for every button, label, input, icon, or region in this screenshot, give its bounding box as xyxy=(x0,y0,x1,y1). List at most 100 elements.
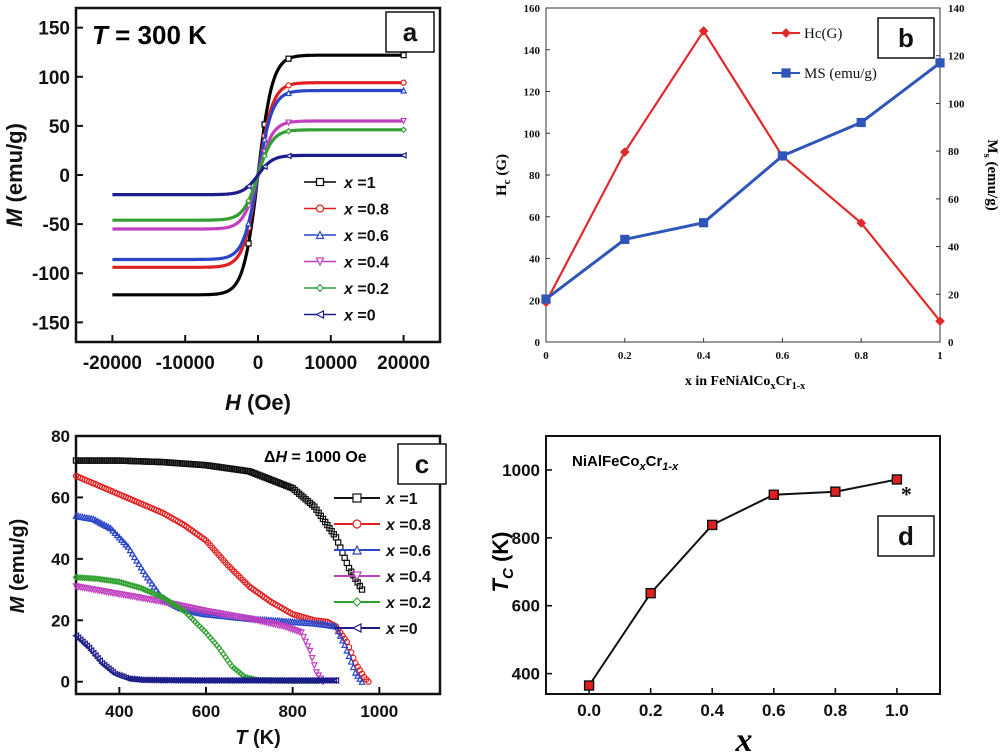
panel-c-legend-marker-0 xyxy=(352,493,362,503)
panel-b-legend-label-0: Hc(G) xyxy=(804,26,842,42)
panel-c-marker-2-4-1 xyxy=(143,573,152,581)
panel-b-point-1-4 xyxy=(856,117,866,128)
panel-c-marker-0-7-5 xyxy=(343,559,351,567)
panel-c-marker-2-14-0 xyxy=(341,640,349,649)
panel-c-legend-val-1: =0.8 xyxy=(395,517,431,534)
panel-c-xtick-label: 600 xyxy=(192,702,220,721)
panel-c-annotation: ΔH = 1000 Oe xyxy=(264,449,367,466)
panel-a-legend-val-0: =1 xyxy=(353,175,376,192)
panel-a-legend-label-3: x =0.4 xyxy=(343,255,389,272)
panel-c-marker-4-1-3 xyxy=(100,576,108,584)
panel-c-marker-2-13-1 xyxy=(334,627,342,635)
panel-b-ytick-left-label: 0 xyxy=(535,337,541,349)
panel-c-marker-3-6-2 xyxy=(302,638,310,646)
panel-d-label-box xyxy=(877,515,935,557)
panel-a-marker-0-2 xyxy=(285,55,292,62)
panel-a-annotation-var: T xyxy=(92,20,110,50)
panel-b-point-0-4 xyxy=(856,218,867,228)
panel-b-curves xyxy=(541,26,945,326)
panel-b-xtick-label: 0.6 xyxy=(776,350,790,362)
panel-a-marker-0-0 xyxy=(245,240,252,247)
panel-c-marker-2-2-2 xyxy=(111,528,119,536)
panel-c-marker-2-3-2 xyxy=(128,549,136,557)
panel-d-ytick-label: 400 xyxy=(512,665,540,684)
panel-b-legend-label-1: MS (emu/g) xyxy=(804,66,877,82)
panel-c-xlabel-var: T xyxy=(235,727,249,749)
panel-a-ytick-label: 100 xyxy=(38,68,70,89)
panel-c-marker-3-6-3 xyxy=(304,643,312,651)
panel-c-marker-4-0-9 xyxy=(92,575,99,583)
panel-d-label: d xyxy=(898,521,914,551)
panel-c-ylabel: M (emu/g) xyxy=(7,519,29,613)
panel-a-legend-val-4: =0.2 xyxy=(353,281,389,298)
panel-a: -20000 -10000 0 10000 20000 -150 -100 -50 0 50 100… xyxy=(2,6,442,415)
panel-c-legend-label-5: x =0 xyxy=(385,621,418,638)
panel-c-marker-2-3-4 xyxy=(133,556,141,564)
panel-c-marker-2-4-2 xyxy=(146,576,154,584)
panel-c-marker-2-2-6 xyxy=(120,538,128,546)
panel-d: 0.0 0.2 0.4 0.6 0.8 1.0 400 600 800 1000 * NiAlFe… xyxy=(488,435,941,754)
panel-a-legend-label-0: x =1 xyxy=(343,175,376,192)
panel-a-marker-4-3 xyxy=(400,126,407,134)
panel-c-marker-4-1-4 xyxy=(102,576,110,584)
panel-a-xtick-label: 0 xyxy=(253,353,264,374)
panel-b: 0 0.2 0.4 0.6 0.8 102040608010012014016002040… xyxy=(494,3,1000,392)
panel-c-marker-2-3-3 xyxy=(130,552,139,561)
panel-d-point-0 xyxy=(583,680,595,691)
panel-c-ylabel-unit: (emu/g) xyxy=(7,519,29,597)
panel-c-series-2 xyxy=(72,511,366,685)
panel-d-annotation-sub1: x xyxy=(639,461,647,473)
panel-b-ylabel-left: Hc (G) xyxy=(494,154,513,196)
panel-c-marker-2-3-6 xyxy=(137,563,145,571)
panel-d-point-2 xyxy=(707,519,718,531)
panel-c-marker-5-1-1 xyxy=(87,646,95,655)
panel-c-ytick-label: 80 xyxy=(51,427,70,446)
panel-d-xtick-label: 0.4 xyxy=(700,701,724,720)
panel-b-ticks: 0 0.2 0.4 0.6 0.8 102040608010012014016002040… xyxy=(524,3,966,362)
panel-c-marker-2-3-7 xyxy=(139,566,147,574)
panel-c-legend-var-4: x xyxy=(385,595,396,612)
panel-c-marker-4-1-8 xyxy=(111,577,119,585)
panel-c-marker-4-0-5 xyxy=(83,574,91,582)
panel-a-annotation: T = 300 K xyxy=(92,20,207,50)
panel-c-marker-2-14-4 xyxy=(349,663,357,671)
panel-b-ylabel-right-main: M xyxy=(984,139,1000,153)
panel-a-marker-4-1 xyxy=(261,152,268,160)
panel-a-legend-label-4: x =0.2 xyxy=(343,281,389,298)
panel-a-curve-5 xyxy=(112,153,403,197)
panel-c-marker-2-2-3 xyxy=(113,531,121,539)
panel-c-marker-4-0-4 xyxy=(81,574,89,582)
panel-a-legend-var-3: x xyxy=(343,255,354,272)
panel-a-ytick-label: -100 xyxy=(32,264,70,285)
panel-a-marker-1-2 xyxy=(285,82,292,89)
panel-b-ytick-left-label: 140 xyxy=(524,45,541,57)
panel-d-xtick-label: 0.8 xyxy=(824,701,848,720)
panel-a-marker-4-2 xyxy=(285,127,292,135)
panel-d-xtick-label: 1.0 xyxy=(885,701,909,720)
panel-d-annotation-mid: Cr xyxy=(646,453,663,470)
panel-b-point-1-3 xyxy=(777,151,788,161)
panel-c-xtick-label: 800 xyxy=(278,702,306,721)
panel-c-marker-2-14-1 xyxy=(343,646,351,654)
panel-d-plot-frame xyxy=(545,435,941,695)
panel-a-marker-3-2 xyxy=(285,119,293,127)
panel-c-marker-2-2-0 xyxy=(107,524,115,532)
panel-b-ylabel-right-unit: (emu/g) xyxy=(984,158,1000,211)
panel-b-xtick-label: 0.2 xyxy=(618,350,632,362)
panel-c-marker-2-4-4 xyxy=(150,582,158,590)
panel-c-marker-2-13-3 xyxy=(338,636,347,644)
panel-c-marker-2-15-1 xyxy=(354,671,362,679)
panel-b-xtick-label: 1 xyxy=(937,350,943,362)
panel-c-ytick-label: 20 xyxy=(51,611,70,630)
panel-c-legend-marker-2 xyxy=(352,544,362,555)
panel-b-ytick-right-label: 0 xyxy=(948,337,954,349)
panel-a-legend-marker-0 xyxy=(315,177,325,187)
panel-b-point-0-2 xyxy=(698,26,709,36)
panel-c-marker-4-1-9 xyxy=(113,578,121,586)
panel-d-ticks: 0.0 0.2 0.4 0.6 0.8 1.0 400 600 800 1000 xyxy=(502,461,909,720)
panel-b-ytick-left-label: 80 xyxy=(529,170,541,182)
panel-b-ytick-right-label: 120 xyxy=(948,51,965,63)
panel-c: 400 600 800 1000 0 20 40 60 80 ΔH = 1000 Oe c x … xyxy=(7,427,447,749)
panel-b-point-1-5 xyxy=(935,58,945,68)
panel-c-marker-4-1-0 xyxy=(94,575,102,583)
